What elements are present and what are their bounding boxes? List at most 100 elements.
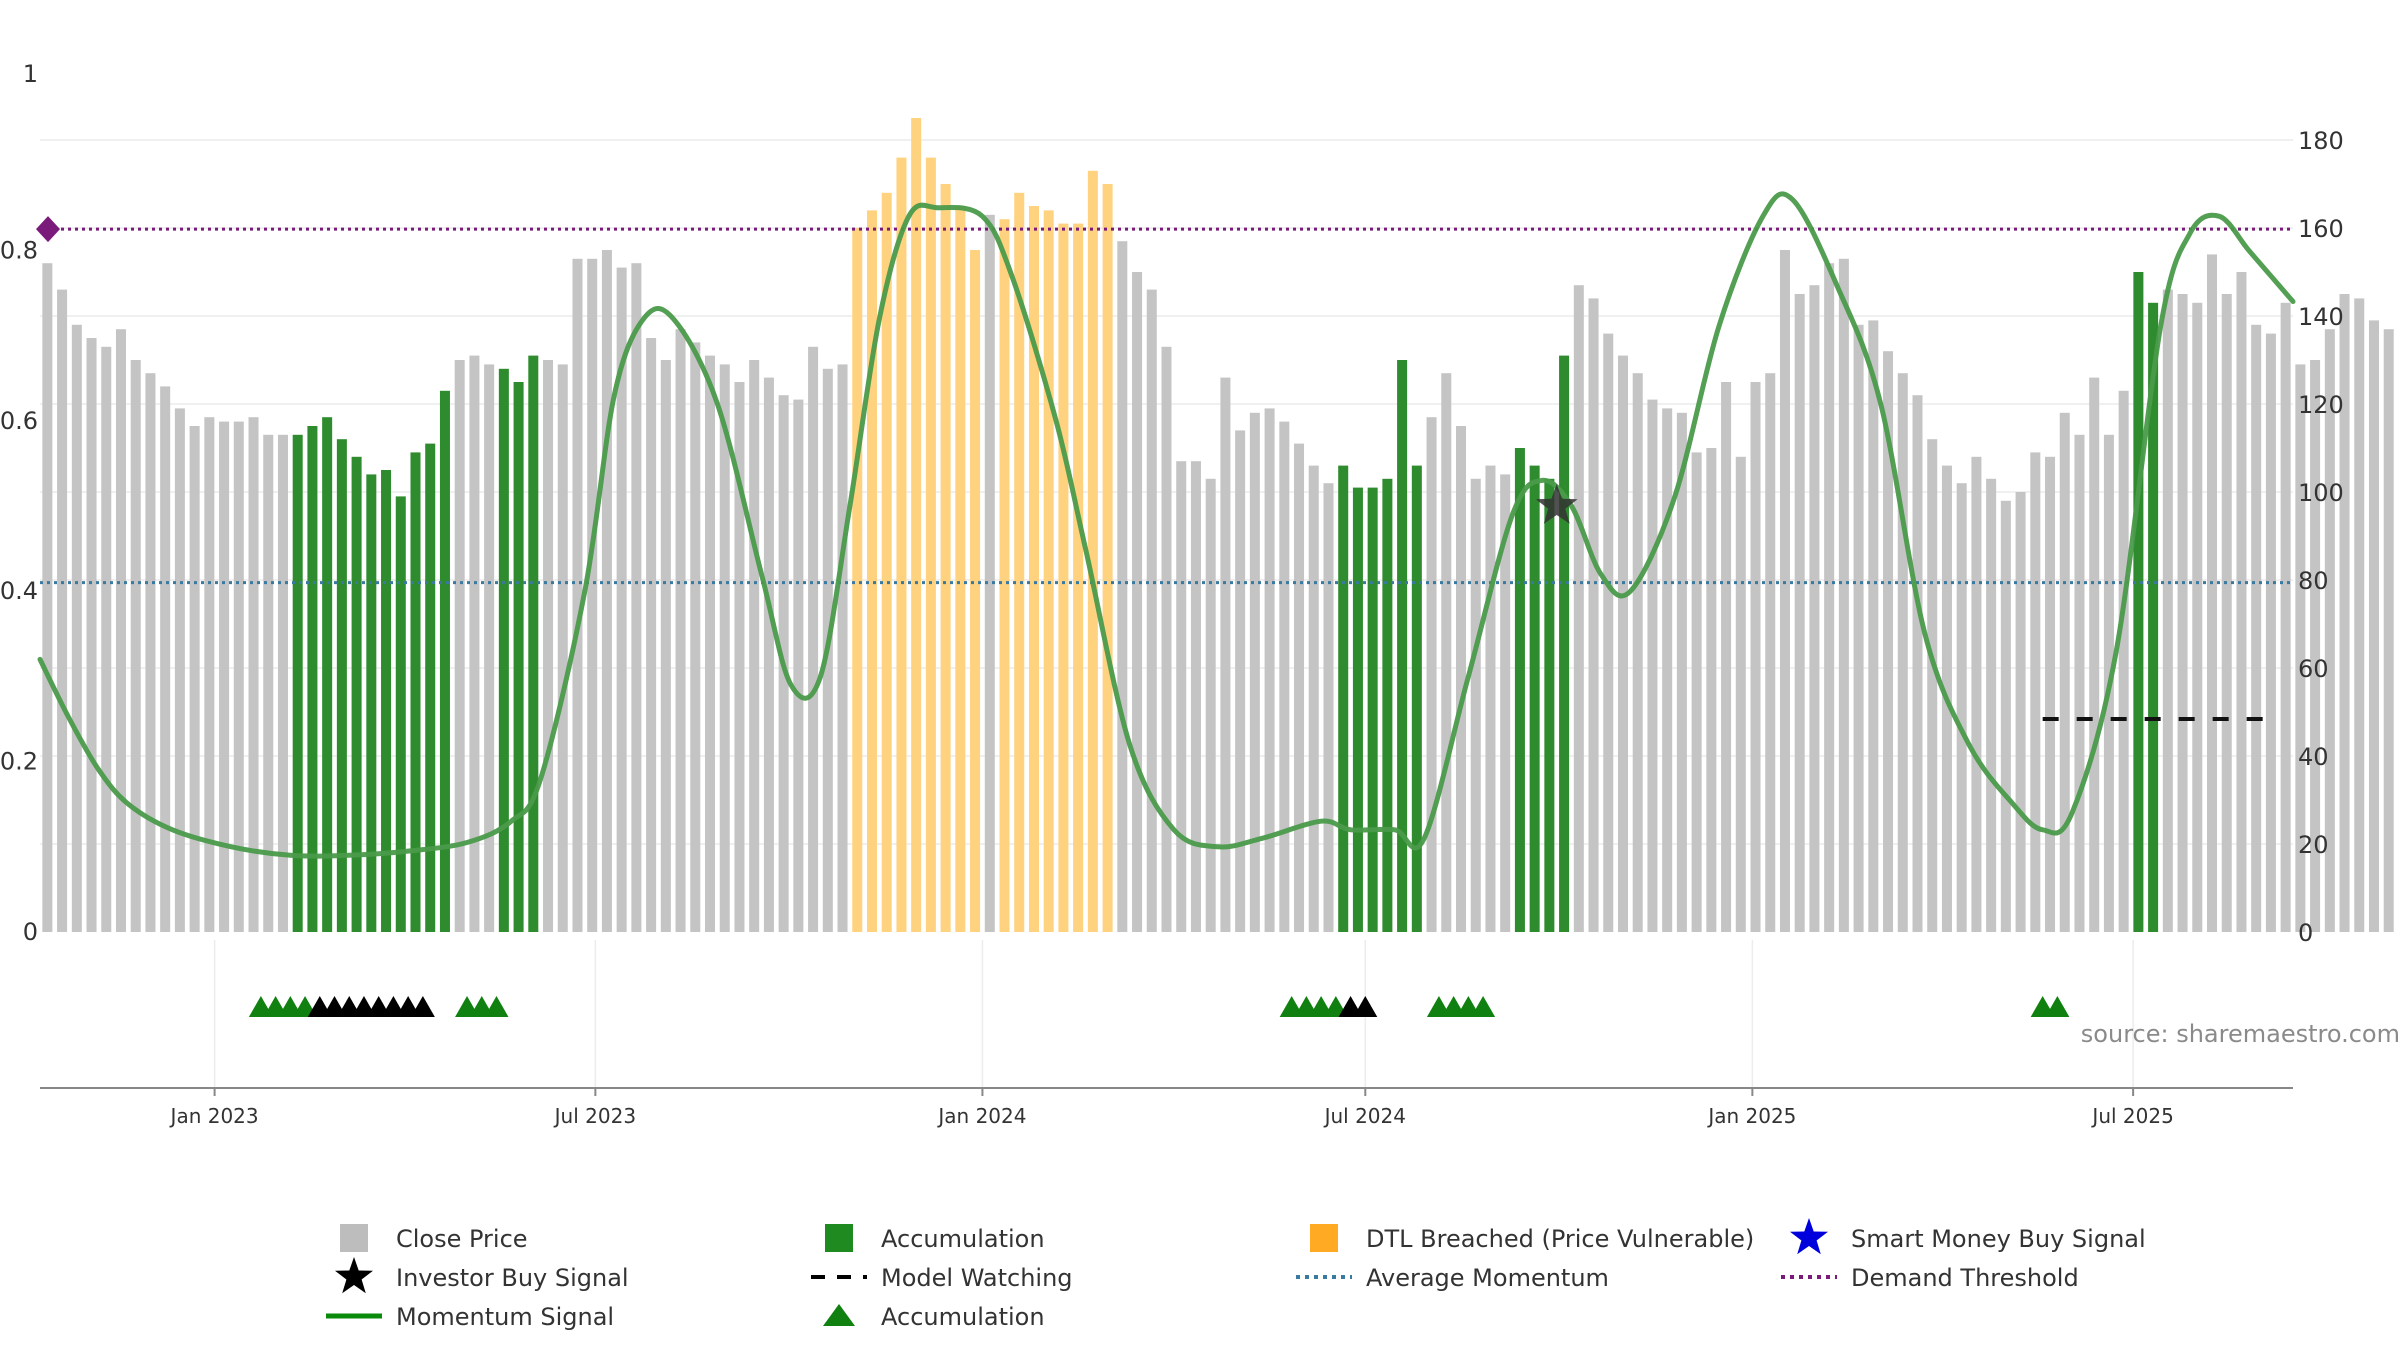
legend-item: Model Watching [811,1264,1073,1292]
close-price-bar [1617,355,1628,933]
close-price-bar [1456,426,1467,932]
legend: Close Price Accumulation DTL Breached (Pri… [326,1218,2146,1331]
close-price-bar [587,258,598,932]
close-price-bar [984,214,995,933]
investor-signal-triangle [1353,996,1378,1017]
dtl-bar [852,228,863,932]
right-axis-tick: 160 [2298,215,2344,243]
close-price-bar [1676,412,1687,932]
close-price-bar [1573,285,1584,932]
dtl-bar [1028,206,1039,932]
momentum-signal-line [37,191,2296,859]
source-label: source: sharemaestro.com [2081,1020,2400,1048]
accumulation-bar [1559,355,1570,933]
demand-threshold-marker [36,216,60,243]
right-axis-tick: 100 [2298,479,2344,507]
close-price-bar [1838,258,1849,932]
legend-label: Accumulation [881,1303,1045,1331]
close-price-bar [1249,412,1260,932]
legend-label: Momentum Signal [396,1303,614,1331]
legend-item: Investor Buy Signal [335,1257,629,1294]
close-price-bar [1735,456,1746,932]
close-price-bar [115,329,126,932]
accumulation-bar [1338,465,1349,932]
accumulation-bar [2148,302,2159,932]
close-price-bar [2045,456,2056,932]
close-price-bar [2368,320,2379,932]
close-price-bar [454,360,465,932]
dtl-bar [1014,192,1025,933]
close-price-bar [204,417,215,932]
close-price-bar [601,250,612,932]
accumulation-bar [307,426,318,932]
accumulation-bar [2133,272,2144,932]
close-price-bar [1161,346,1172,932]
legend-item: Close Price [340,1224,528,1253]
close-price-bar [1794,294,1805,932]
left-axis-tick: 1 [23,60,38,88]
accumulation-bar [322,417,333,932]
close-price-bar [2015,492,2026,932]
close-price-bar [263,434,274,932]
close-price-bar [277,434,288,932]
close-price-bar [1662,408,1673,932]
legend-label: Model Watching [881,1264,1073,1292]
close-price-bar [1117,241,1128,932]
legend-label: Demand Threshold [1851,1264,2079,1292]
close-price-bar [101,346,112,932]
dtl-bar [1102,184,1113,932]
legend-swatch [340,1224,368,1252]
close-price-bar [1279,421,1290,932]
x-axis-tick-label: Jul 2023 [553,1104,636,1128]
investor-buy-star [1535,484,1578,524]
accumulation-bar [410,452,421,932]
accumulation-bar [1397,360,1408,932]
close-price-bar [2162,289,2173,933]
dtl-bar [1043,210,1054,932]
accumulation-bar [292,434,303,932]
close-price-bar [1986,478,1997,932]
dtl-bar [911,118,922,932]
left-axis-tick: 0.2 [0,748,38,776]
close-price-bar [616,267,627,933]
close-price-bar [2251,324,2262,932]
reference-lines [36,216,2293,721]
right-axis-tick: 40 [2298,743,2329,771]
close-price-bar [1927,439,1938,932]
close-price-bar [2089,377,2100,933]
close-price-bar [1264,408,1275,932]
close-price-bar [1294,443,1305,932]
close-price-bar [1691,452,1702,932]
close-price-bar [749,360,760,932]
close-price-bar [1146,289,1157,933]
close-price-bar [705,355,716,933]
close-price-bar [1176,461,1187,932]
close-price-bar [2118,390,2129,932]
right-axis-tick: 0 [2298,919,2313,947]
close-price-bar [1971,456,1982,932]
x-axis-tick-label: Jul 2024 [1323,1104,1406,1128]
close-price-bar [660,360,671,932]
close-price-bar [2354,298,2365,932]
close-price-bar [557,364,568,932]
close-price-bar [2383,329,2394,932]
close-price-bar [1706,448,1717,932]
close-price-bar [1779,250,1790,932]
close-price-bar [1190,461,1201,932]
close-price-bar [2074,434,2085,932]
close-price-bar [837,364,848,932]
close-price-bar [1323,483,1334,932]
close-price-bar [1750,382,1761,932]
accumulation-bar [1529,465,1540,932]
close-price-bar [646,338,657,932]
close-price-bar [1883,351,1894,932]
right-axis-tick: 60 [2298,655,2329,683]
dtl-bar [940,184,951,932]
close-price-bar [1132,272,1143,932]
close-price-bar [2207,254,2218,932]
close-price-bar [86,338,97,932]
close-price-bar [1632,373,1643,932]
close-price-bar [2324,329,2335,932]
legend-label: Smart Money Buy Signal [1851,1225,2146,1253]
